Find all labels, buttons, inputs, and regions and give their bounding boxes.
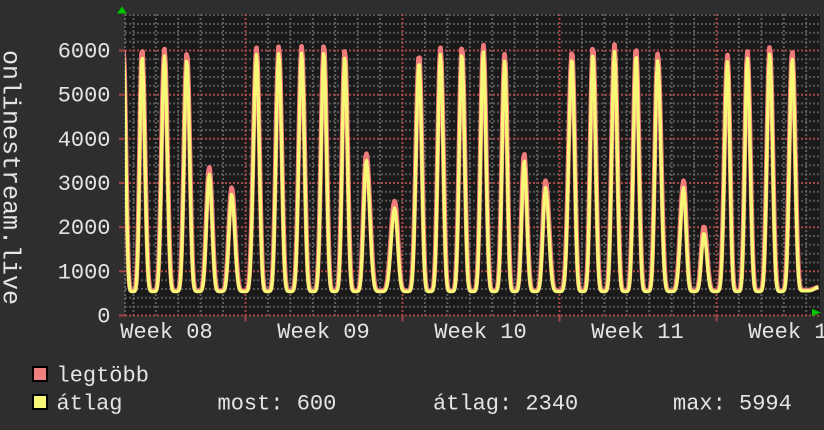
- svg-text:Week 10: Week 10: [434, 320, 526, 345]
- svg-text:3000: 3000: [58, 172, 111, 197]
- svg-text:Week 08: Week 08: [120, 320, 212, 345]
- svg-text:4000: 4000: [58, 128, 111, 153]
- svg-text:Week 12: Week 12: [748, 320, 824, 345]
- svg-text:Week 11: Week 11: [591, 320, 683, 345]
- svg-text:átlag: 2340: átlag: 2340: [433, 392, 578, 417]
- svg-text:most: 600: most: 600: [218, 392, 337, 417]
- svg-text:Week 09: Week 09: [277, 320, 369, 345]
- svg-text:2000: 2000: [58, 216, 111, 241]
- svg-text:5000: 5000: [58, 84, 111, 109]
- svg-text:max: 5994: max: 5994: [673, 392, 792, 417]
- svg-text:legtöbb: legtöbb: [57, 364, 149, 389]
- svg-text:átlag: átlag: [57, 392, 123, 417]
- svg-text:0: 0: [97, 305, 110, 330]
- svg-text:6000: 6000: [58, 40, 111, 65]
- svg-text:onlinestream.live: onlinestream.live: [0, 50, 25, 305]
- svg-text:1000: 1000: [58, 260, 111, 285]
